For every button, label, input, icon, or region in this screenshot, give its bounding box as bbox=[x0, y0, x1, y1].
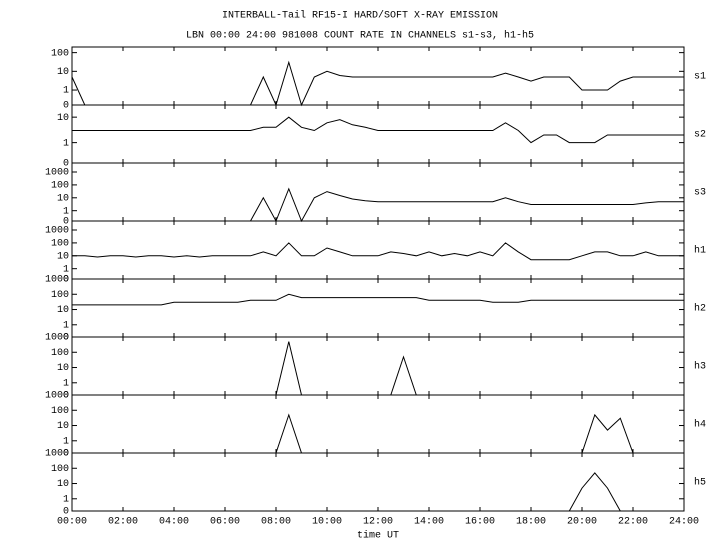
x-axis-label: time UT bbox=[357, 530, 399, 542]
y-tick-label: 1000 bbox=[45, 333, 69, 344]
y-tick-label: 10 bbox=[57, 363, 69, 374]
y-tick-label: 1000 bbox=[45, 391, 69, 402]
y-tick-label: 1000 bbox=[45, 449, 69, 460]
y-tick-label: 10 bbox=[57, 113, 69, 124]
x-tick-label: 16:00 bbox=[465, 517, 495, 528]
y-tick-label: 100 bbox=[51, 348, 69, 359]
chart-title: INTERBALL-Tail RF15-I HARD/SOFT X-RAY EM… bbox=[222, 10, 498, 22]
x-tick-label: 08:00 bbox=[261, 517, 291, 528]
panel-label: h2 bbox=[694, 303, 706, 315]
y-tick-label: 1 bbox=[63, 206, 69, 217]
x-tick-label: 18:00 bbox=[516, 517, 546, 528]
y-tick-label: 10 bbox=[57, 305, 69, 316]
y-tick-label: 100 bbox=[51, 406, 69, 417]
x-tick-label: 22:00 bbox=[618, 517, 648, 528]
x-tick-label: 02:00 bbox=[108, 517, 138, 528]
y-tick-label: 100 bbox=[51, 181, 69, 192]
chart-subtitle: LBN 00:00 24:00 981008 COUNT RATE IN CHA… bbox=[186, 30, 534, 42]
series-line bbox=[72, 472, 684, 512]
y-tick-label: 1 bbox=[63, 320, 69, 331]
panel-label: h1 bbox=[694, 245, 706, 257]
panel-label: s3 bbox=[694, 188, 706, 199]
panel-label: s1 bbox=[694, 72, 706, 83]
y-tick-label: 1000 bbox=[45, 275, 69, 286]
y-tick-label: 0 bbox=[63, 101, 69, 112]
x-tick-label: 06:00 bbox=[210, 517, 240, 528]
panel-label: s2 bbox=[694, 130, 706, 141]
y-tick-label: 10 bbox=[57, 251, 69, 262]
y-tick-label: 0 bbox=[63, 275, 69, 286]
y-tick-label: 1 bbox=[63, 494, 69, 505]
y-tick-label: 1 bbox=[63, 86, 69, 97]
series-line bbox=[72, 293, 684, 306]
y-tick-label: 1000 bbox=[45, 168, 69, 179]
y-tick-label: 10 bbox=[57, 193, 69, 204]
y-tick-label: 0 bbox=[63, 159, 69, 170]
x-tick-label: 14:00 bbox=[414, 517, 444, 528]
y-tick-label: 100 bbox=[51, 464, 69, 475]
x-tick-label: 10:00 bbox=[312, 517, 342, 528]
panel-label: h5 bbox=[694, 477, 706, 489]
series-line bbox=[72, 116, 684, 144]
panel-label: h3 bbox=[694, 361, 706, 373]
x-tick-label: 12:00 bbox=[363, 517, 393, 528]
y-tick-label: 0 bbox=[63, 333, 69, 344]
x-tick-label: 20:00 bbox=[567, 517, 597, 528]
y-tick-label: 0 bbox=[63, 507, 69, 518]
y-tick-label: 10 bbox=[57, 479, 69, 490]
y-tick-label: 1 bbox=[63, 264, 69, 275]
y-tick-label: 0 bbox=[63, 449, 69, 460]
x-tick-label: 00:00 bbox=[57, 517, 87, 528]
y-tick-label: 0 bbox=[63, 217, 69, 228]
y-tick-label: 100 bbox=[51, 239, 69, 250]
y-tick-label: 1 bbox=[63, 138, 69, 149]
y-tick-label: 100 bbox=[51, 48, 69, 59]
y-tick-label: 1 bbox=[63, 436, 69, 447]
y-tick-label: 1000 bbox=[45, 226, 69, 237]
y-tick-label: 10 bbox=[57, 67, 69, 78]
series-line bbox=[72, 242, 684, 261]
x-tick-label: 24:00 bbox=[669, 517, 699, 528]
y-tick-label: 100 bbox=[51, 290, 69, 301]
panel-label: h4 bbox=[694, 419, 706, 431]
y-tick-label: 1 bbox=[63, 378, 69, 389]
y-tick-label: 10 bbox=[57, 421, 69, 432]
y-tick-label: 0 bbox=[63, 391, 69, 402]
x-tick-label: 04:00 bbox=[159, 517, 189, 528]
